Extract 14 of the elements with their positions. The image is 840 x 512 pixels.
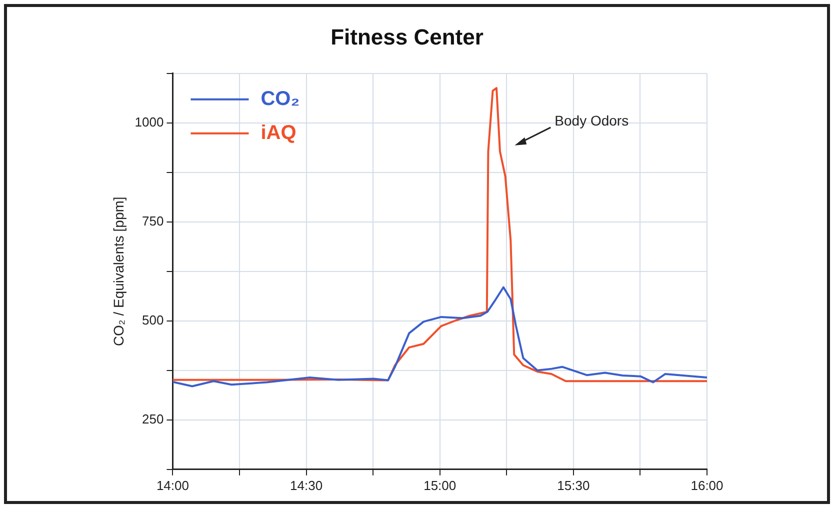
x-tick-label: 16:00 bbox=[690, 478, 724, 493]
x-tick-label: 15:30 bbox=[557, 478, 590, 493]
y-tick-label: 750 bbox=[142, 213, 164, 228]
legend-label: iAQ bbox=[260, 122, 296, 144]
x-tick-label: 15:00 bbox=[424, 478, 456, 493]
x-tick-label: 14:00 bbox=[156, 478, 189, 493]
y-tick-label: 250 bbox=[142, 411, 164, 426]
y-tick-label: 500 bbox=[142, 312, 164, 328]
chart-title: Fitness Center bbox=[330, 24, 484, 50]
x-tick-label: 14:30 bbox=[290, 478, 323, 493]
legend-label: CO₂ bbox=[260, 88, 300, 110]
annotation: Body Odors bbox=[554, 112, 629, 128]
y-tick-label: 1000 bbox=[134, 114, 164, 130]
y-axis-title: CO₂ / Equivalents [ppm] bbox=[110, 196, 126, 346]
